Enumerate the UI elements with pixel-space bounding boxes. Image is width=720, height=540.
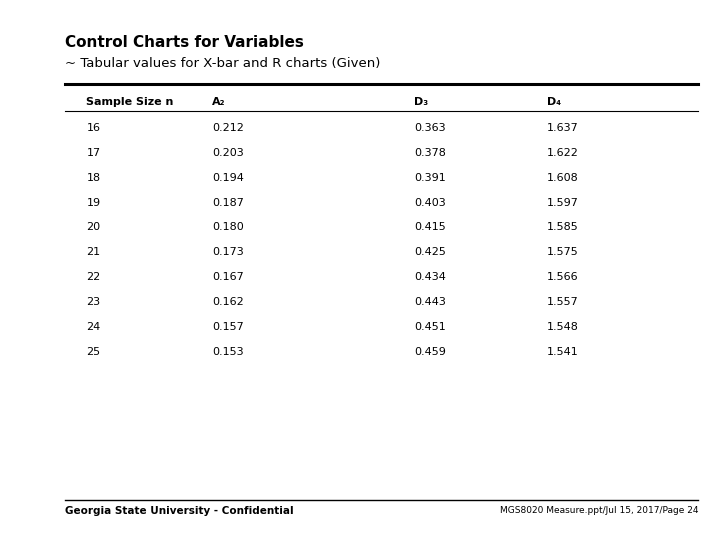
Text: 1.548: 1.548 bbox=[547, 322, 579, 332]
Text: 0.180: 0.180 bbox=[212, 222, 244, 233]
Text: A₂: A₂ bbox=[212, 97, 226, 107]
Text: 22: 22 bbox=[86, 272, 101, 282]
Text: 0.212: 0.212 bbox=[212, 123, 244, 133]
Text: Georgia State University - Confidential: Georgia State University - Confidential bbox=[65, 506, 294, 516]
Text: 0.425: 0.425 bbox=[414, 247, 446, 258]
Text: 0.173: 0.173 bbox=[212, 247, 244, 258]
Text: 1.597: 1.597 bbox=[547, 198, 579, 208]
Text: 0.378: 0.378 bbox=[414, 148, 446, 158]
Text: 0.187: 0.187 bbox=[212, 198, 244, 208]
Text: 1.585: 1.585 bbox=[547, 222, 579, 233]
Text: 0.157: 0.157 bbox=[212, 322, 244, 332]
Text: 0.415: 0.415 bbox=[414, 222, 446, 233]
Text: 1.541: 1.541 bbox=[547, 347, 579, 357]
Text: MGS8020 Measure.ppt/Jul 15, 2017/Page 24: MGS8020 Measure.ppt/Jul 15, 2017/Page 24 bbox=[500, 506, 698, 515]
Text: 1.608: 1.608 bbox=[547, 173, 579, 183]
Text: 0.443: 0.443 bbox=[414, 297, 446, 307]
Text: 18: 18 bbox=[86, 173, 101, 183]
Text: 23: 23 bbox=[86, 297, 101, 307]
Text: 0.203: 0.203 bbox=[212, 148, 244, 158]
Text: 0.167: 0.167 bbox=[212, 272, 244, 282]
Text: 0.459: 0.459 bbox=[414, 347, 446, 357]
Text: 0.391: 0.391 bbox=[414, 173, 446, 183]
Text: 1.622: 1.622 bbox=[547, 148, 579, 158]
Text: 1.557: 1.557 bbox=[547, 297, 579, 307]
Text: 0.434: 0.434 bbox=[414, 272, 446, 282]
Text: 19: 19 bbox=[86, 198, 101, 208]
Text: 16: 16 bbox=[86, 123, 100, 133]
Text: 1.637: 1.637 bbox=[547, 123, 579, 133]
Text: 1.575: 1.575 bbox=[547, 247, 579, 258]
Text: 0.153: 0.153 bbox=[212, 347, 244, 357]
Text: 20: 20 bbox=[86, 222, 101, 233]
Text: D₄: D₄ bbox=[547, 97, 562, 107]
Text: Control Charts for Variables: Control Charts for Variables bbox=[65, 35, 304, 50]
Text: 1.566: 1.566 bbox=[547, 272, 579, 282]
Text: 0.403: 0.403 bbox=[414, 198, 446, 208]
Text: 21: 21 bbox=[86, 247, 101, 258]
Text: 24: 24 bbox=[86, 322, 101, 332]
Text: Sample Size n: Sample Size n bbox=[86, 97, 174, 107]
Text: 0.162: 0.162 bbox=[212, 297, 244, 307]
Text: 0.451: 0.451 bbox=[414, 322, 446, 332]
Text: ~ Tabular values for X-bar and R charts (Given): ~ Tabular values for X-bar and R charts … bbox=[65, 57, 380, 70]
Text: D₃: D₃ bbox=[414, 97, 428, 107]
Text: 0.363: 0.363 bbox=[414, 123, 446, 133]
Text: 17: 17 bbox=[86, 148, 101, 158]
Text: 0.194: 0.194 bbox=[212, 173, 244, 183]
Text: 25: 25 bbox=[86, 347, 101, 357]
